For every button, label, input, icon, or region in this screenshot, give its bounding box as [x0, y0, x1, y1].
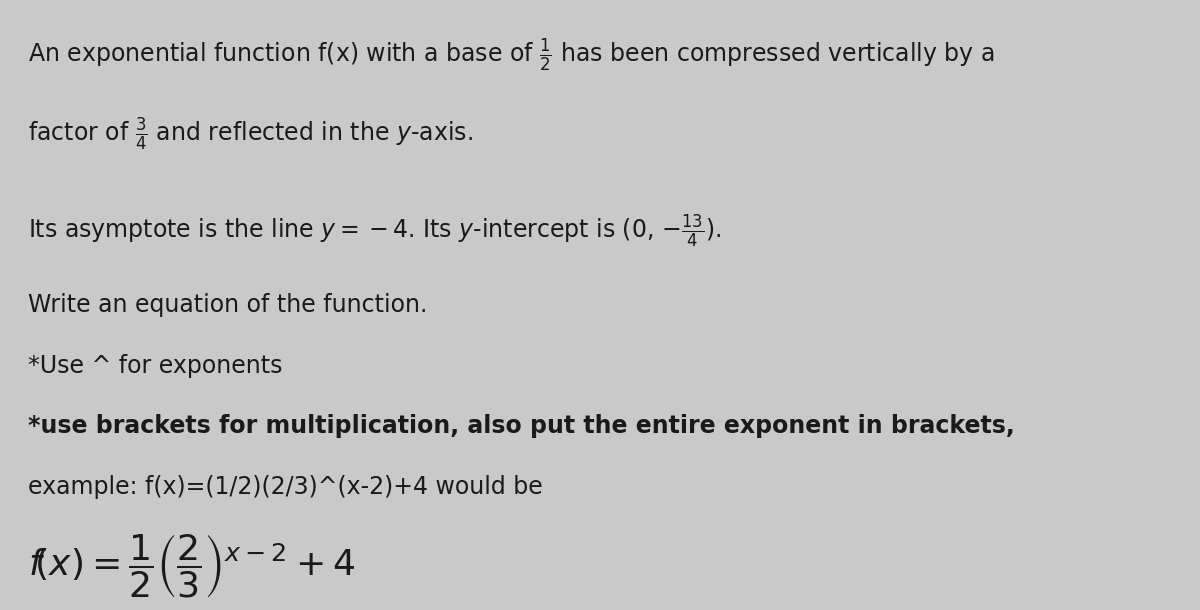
Text: An exponential function f(x) with a base of $\frac{1}{2}$ has been compressed ve: An exponential function f(x) with a base… — [28, 36, 995, 74]
Text: $f\!\left(x\right) = \dfrac{1}{2}\left(\dfrac{2}{3}\right)^{x-2}+4$: $f\!\left(x\right) = \dfrac{1}{2}\left(\… — [28, 533, 355, 600]
Text: factor of $\frac{3}{4}$ and reflected in the $y$-axis.: factor of $\frac{3}{4}$ and reflected in… — [28, 115, 473, 152]
Text: Its asymptote is the line $y = -4$. Its $y$-intercept is (0, $-\frac{13}{4}$).: Its asymptote is the line $y = -4$. Its … — [28, 213, 721, 250]
Text: Write an equation of the function.: Write an equation of the function. — [28, 293, 427, 317]
Text: *use brackets for multiplication, also put the entire exponent in brackets,: *use brackets for multiplication, also p… — [28, 414, 1015, 439]
Text: example: f(x)=(1/2)(2/3)^(x-2)+4 would be: example: f(x)=(1/2)(2/3)^(x-2)+4 would b… — [28, 475, 542, 500]
Text: *Use ^ for exponents: *Use ^ for exponents — [28, 354, 282, 378]
